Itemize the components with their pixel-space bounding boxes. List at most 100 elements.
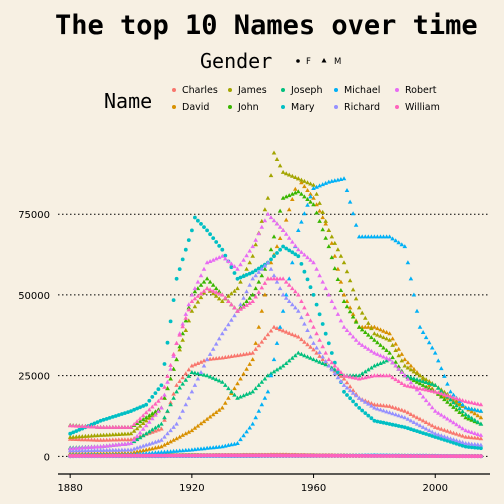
point-michael-m bbox=[274, 340, 280, 345]
point-william-m bbox=[390, 375, 395, 380]
point-joseph-m bbox=[469, 415, 474, 420]
point-john-m bbox=[271, 234, 277, 239]
point-william-f bbox=[375, 454, 380, 458]
point-james-m bbox=[423, 377, 429, 382]
point-robert-m bbox=[344, 328, 350, 332]
point-charles-m bbox=[159, 426, 164, 431]
point-william-f bbox=[101, 453, 106, 458]
point-richard-m bbox=[168, 428, 173, 433]
point-david-m bbox=[302, 184, 307, 189]
point-james-m bbox=[262, 207, 268, 212]
point-mary-f bbox=[180, 257, 185, 262]
point-charles-m bbox=[393, 405, 398, 410]
point-james-m bbox=[83, 433, 88, 438]
point-william-m bbox=[162, 384, 167, 389]
point-joseph-m bbox=[408, 375, 414, 380]
point-james-m bbox=[293, 175, 298, 179]
point-joseph-m bbox=[238, 394, 243, 399]
point-michael-m bbox=[350, 211, 356, 216]
color-legend-title: Name bbox=[104, 89, 152, 113]
point-david-m bbox=[320, 215, 325, 220]
point-robert-m bbox=[454, 422, 459, 427]
point-charles-m bbox=[381, 403, 386, 408]
point-john-m bbox=[207, 279, 213, 284]
point-richard-m bbox=[417, 423, 423, 428]
point-william-m bbox=[156, 398, 161, 403]
point-james-m bbox=[180, 337, 185, 342]
point-charles-m bbox=[396, 406, 401, 411]
point-joseph-m bbox=[381, 359, 386, 364]
point-william-f bbox=[336, 453, 340, 458]
point-richard-m bbox=[277, 286, 283, 291]
point-mary-f bbox=[345, 393, 349, 397]
point-michael-m bbox=[195, 446, 201, 451]
point-richard-m bbox=[445, 435, 450, 440]
point-john-m bbox=[338, 288, 344, 292]
point-mary-f bbox=[253, 268, 258, 273]
point-william-m bbox=[429, 388, 435, 393]
point-robert-m bbox=[262, 218, 268, 223]
point-james-m bbox=[290, 173, 295, 178]
point-robert-m bbox=[463, 428, 468, 433]
point-david-m bbox=[475, 413, 481, 418]
point-william-f bbox=[186, 453, 191, 458]
point-michael-m bbox=[414, 308, 420, 313]
point-william-f bbox=[326, 453, 331, 458]
point-robert-m bbox=[356, 340, 362, 345]
point-joseph-m bbox=[353, 373, 359, 378]
point-richard-m bbox=[475, 442, 481, 447]
point-richard-m bbox=[399, 414, 405, 419]
point-william-f bbox=[86, 453, 91, 458]
point-james-m bbox=[314, 191, 319, 196]
point-william-f bbox=[472, 454, 477, 459]
point-joseph-m bbox=[226, 386, 231, 391]
point-william-m bbox=[341, 373, 347, 378]
point-james-m bbox=[268, 173, 274, 178]
point-james-m bbox=[359, 310, 365, 315]
point-james-m bbox=[341, 260, 347, 265]
point-john-m bbox=[150, 411, 155, 416]
point-james-m bbox=[408, 367, 414, 372]
point-william-f bbox=[436, 454, 441, 458]
legend-label-john: John bbox=[237, 102, 259, 113]
point-william-m bbox=[387, 373, 392, 378]
point-james-m bbox=[113, 432, 119, 437]
point-william-f bbox=[433, 454, 438, 458]
point-richard-m bbox=[210, 346, 216, 351]
point-michael-m bbox=[317, 183, 322, 188]
point-mary-f bbox=[472, 445, 477, 450]
point-robert-m bbox=[89, 444, 94, 449]
point-james-m bbox=[101, 432, 106, 437]
point-richard-m bbox=[326, 363, 332, 368]
point-richard-m bbox=[268, 266, 274, 271]
point-mary-f bbox=[354, 402, 358, 407]
point-mary-f bbox=[168, 319, 173, 324]
legend-label-michael: Michael bbox=[344, 85, 380, 96]
point-john-m bbox=[143, 415, 149, 420]
point-richard-m bbox=[402, 415, 408, 420]
point-richard-m bbox=[107, 447, 112, 452]
point-mary-f bbox=[336, 370, 340, 375]
point-david-m bbox=[329, 240, 335, 245]
point-william-m bbox=[274, 276, 280, 281]
point-david-m bbox=[250, 357, 255, 362]
point-william-f bbox=[247, 453, 252, 458]
point-james-m bbox=[308, 181, 313, 186]
point-richard-m bbox=[171, 424, 176, 429]
point-michael-m bbox=[353, 222, 359, 227]
point-william-m bbox=[74, 423, 79, 428]
point-michael-m bbox=[162, 449, 167, 454]
point-michael-m bbox=[472, 407, 478, 412]
series-mary-f bbox=[68, 215, 483, 451]
point-charles-m bbox=[271, 324, 277, 329]
point-richard-m bbox=[232, 313, 237, 318]
point-charles-m bbox=[153, 428, 158, 433]
point-joseph-m bbox=[314, 358, 319, 363]
point-william-f bbox=[390, 454, 395, 458]
point-william-f bbox=[147, 453, 152, 458]
point-william-f bbox=[266, 453, 270, 458]
point-james-m bbox=[353, 296, 359, 301]
point-robert-m bbox=[317, 273, 322, 278]
point-robert-m bbox=[417, 391, 423, 395]
point-richard-m bbox=[125, 447, 131, 452]
